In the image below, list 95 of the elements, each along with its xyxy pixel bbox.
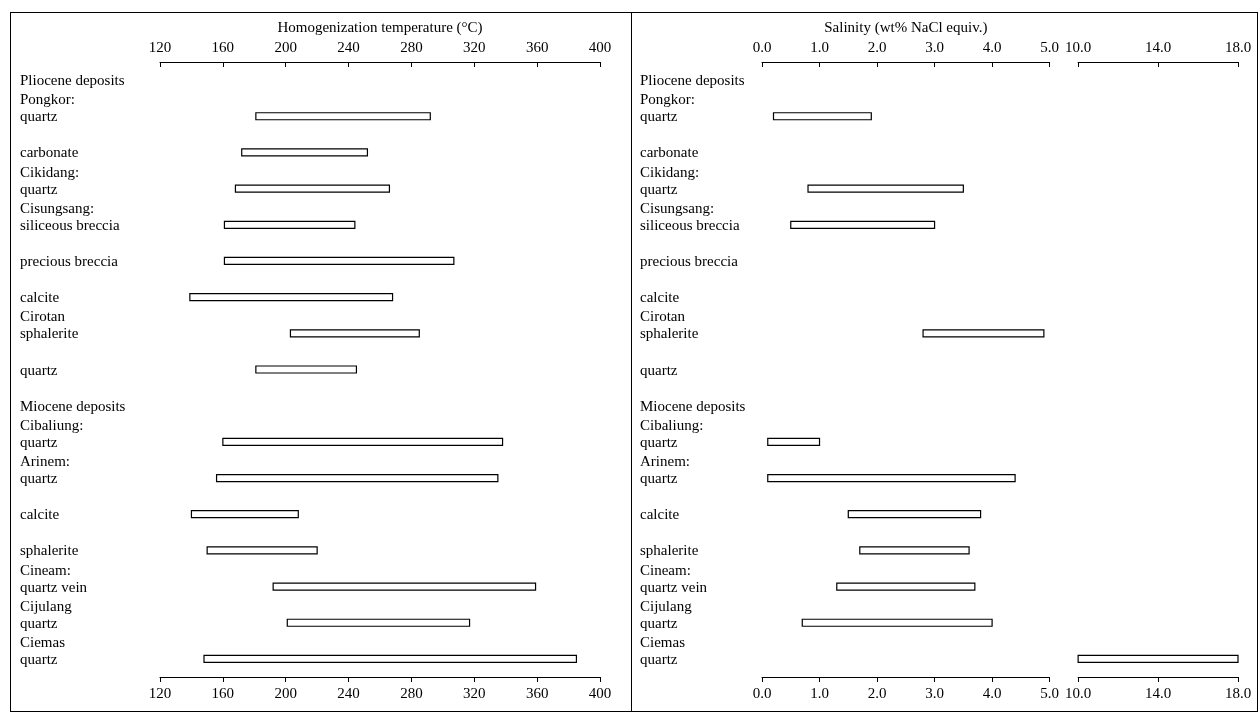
y-tick-label: Arinem: quartz [640, 453, 690, 487]
x2-tick-label: 120 [148, 684, 172, 701]
y-tick-label: carbonate [640, 144, 699, 161]
y-tick-label: Pongkor: quartz [20, 91, 76, 125]
x-tick-label: 18.0 [1224, 38, 1252, 55]
x-tick-label: 5.0 [1040, 38, 1059, 55]
bar [222, 437, 504, 446]
y-tick-label: sphalerite [20, 542, 79, 559]
bar [190, 510, 299, 519]
x-tick-label: 0.0 [752, 38, 772, 55]
y-tick-label: Miocene deposits [20, 397, 126, 414]
x-tick-label: 160 [211, 38, 235, 55]
x-tick-label: 14.0 [1144, 38, 1172, 55]
bar [286, 618, 471, 627]
x2-tick-label: 3.0 [925, 684, 944, 701]
x2-tick-label: 14.0 [1144, 684, 1172, 701]
bar [223, 220, 356, 229]
x-tick-label: 360 [525, 38, 549, 55]
y-tick-label: quartz [20, 361, 58, 378]
bar [922, 329, 1045, 338]
y-tick-label: calcite [20, 506, 60, 523]
bar [801, 618, 993, 627]
x2-tick-label: 280 [400, 684, 423, 701]
bar [767, 437, 821, 446]
y-tick-label: Pliocene deposits [20, 72, 125, 89]
bar [847, 510, 982, 519]
x2-tick-label: 240 [337, 684, 360, 701]
x2-tick-label: 18.0 [1224, 684, 1252, 701]
y-tick-label: Cisungsang: siliceous breccia [20, 199, 120, 233]
bar [767, 473, 1016, 483]
y-tick-label: Cineam: quartz vein [640, 561, 708, 595]
bar [189, 293, 394, 302]
x2-axis-title: Salinity (wt% NaCl equiv.) [824, 18, 988, 36]
y-tick-label: calcite [20, 289, 60, 306]
bar [255, 365, 358, 374]
y-tick-label: calcite [640, 289, 680, 306]
bar [859, 546, 970, 555]
bar [272, 582, 537, 591]
x-tick-label: 2.0 [867, 38, 887, 55]
x2-tick-label: 160 [211, 684, 235, 701]
y-tick-label: Cirotan sphalerite [640, 308, 699, 342]
y-tick-label: Cikidang: quartz [640, 163, 700, 197]
bar [223, 256, 455, 266]
y-tick-label: Pliocene deposits [640, 72, 745, 89]
bar [790, 220, 936, 229]
y-tick-label: Ciemas quartz [640, 633, 686, 667]
y-tick-label: Cisungsang: siliceous breccia [640, 199, 740, 233]
x-tick-label: 240 [337, 38, 360, 55]
bar [255, 112, 431, 121]
y-tick-label: precious breccia [20, 252, 119, 269]
y-tick-label: Cijulang quartz [640, 597, 693, 631]
x2-tick-label: 400 [588, 684, 612, 701]
y-tick-label: sphalerite [640, 542, 699, 559]
bar [241, 148, 369, 157]
x2-axis-title: Homogenization temperature (°C) [277, 18, 483, 36]
bar [772, 112, 872, 121]
bar [836, 582, 976, 591]
x-tick-label: 4.0 [982, 38, 1002, 55]
x2-tick-label: 2.0 [867, 684, 887, 701]
x2-tick-label: 0.0 [752, 684, 772, 701]
y-tick-label: carbonate [20, 144, 79, 161]
x-tick-label: 320 [463, 38, 486, 55]
bar [203, 654, 578, 664]
y-tick-label: Cijulang quartz [20, 597, 73, 631]
y-tick-label: Pongkor: quartz [640, 91, 696, 125]
bar [215, 473, 499, 483]
y-tick-label: Cirotan sphalerite [20, 308, 79, 342]
x2-tick-label: 10.0 [1065, 684, 1092, 701]
x-tick-label: 1.0 [810, 38, 829, 55]
x2-tick-label: 200 [274, 684, 297, 701]
y-tick-label: Cikidang: quartz [20, 163, 80, 197]
x-tick-label: 10.0 [1065, 38, 1092, 55]
y-tick-label: Arinem: quartz [20, 453, 70, 487]
x-tick-label: 3.0 [925, 38, 944, 55]
bar [807, 184, 964, 193]
x2-tick-label: 360 [525, 684, 549, 701]
y-tick-label: calcite [640, 506, 680, 523]
x-tick-label: 400 [588, 38, 612, 55]
x-tick-label: 280 [400, 38, 423, 55]
y-tick-label: precious breccia [640, 252, 739, 269]
y-tick-label: Ciemas quartz [20, 633, 66, 667]
bar [234, 184, 391, 193]
y-tick-label: Cibaliung: quartz [640, 416, 704, 450]
x2-tick-label: 4.0 [982, 684, 1002, 701]
x-tick-label: 120 [148, 38, 172, 55]
y-tick-label: Cineam: quartz vein [20, 561, 88, 595]
bar [289, 329, 420, 338]
bar [206, 546, 318, 555]
y-tick-label: quartz [640, 361, 678, 378]
y-tick-label: Miocene deposits [640, 397, 746, 414]
x2-tick-label: 320 [463, 684, 486, 701]
y-tick-label: Cibaliung: quartz [20, 416, 84, 450]
x2-tick-label: 1.0 [810, 684, 829, 701]
x-tick-label: 200 [274, 38, 297, 55]
x2-tick-label: 5.0 [1040, 684, 1059, 701]
